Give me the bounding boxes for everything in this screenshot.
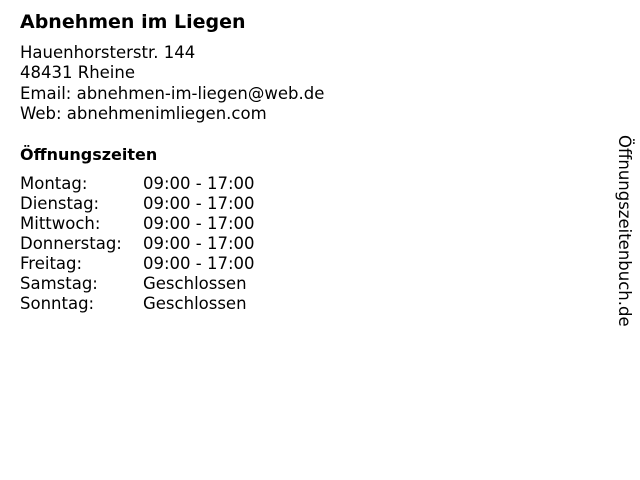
hours-row: Mittwoch: 09:00 - 17:00 xyxy=(20,214,255,234)
hours-row: Sonntag: Geschlossen xyxy=(20,294,255,314)
day: Dienstag: xyxy=(20,194,100,213)
time: 09:00 - 17:00 xyxy=(143,174,255,193)
day: Mittwoch: xyxy=(20,214,101,233)
hours-table: Montag: 09:00 - 17:00 Dienstag: 09:00 - 17… xyxy=(20,174,255,314)
time: 09:00 - 17:00 xyxy=(143,254,255,273)
website: Web: abnehmenimliegen.com xyxy=(20,103,267,123)
time: 09:00 - 17:00 xyxy=(143,234,255,253)
day: Sonntag: xyxy=(20,294,95,313)
business-name: Abnehmen im Liegen xyxy=(20,11,246,33)
hours-row: Dienstag: 09:00 - 17:00 xyxy=(20,194,255,214)
time: Geschlossen xyxy=(143,274,247,293)
day: Freitag: xyxy=(20,254,83,273)
time: 09:00 - 17:00 xyxy=(143,214,255,233)
hours-heading: Öffnungszeiten xyxy=(20,145,158,164)
email: Email: abnehmen-im-liegen@web.de xyxy=(20,83,325,103)
city: 48431 Rheine xyxy=(20,63,136,83)
day: Donnerstag: xyxy=(20,234,122,253)
time: Geschlossen xyxy=(143,294,247,313)
hours-row: Donnerstag: 09:00 - 17:00 xyxy=(20,234,255,254)
hours-row: Samstag: Geschlossen xyxy=(20,274,255,294)
day: Montag: xyxy=(20,174,88,193)
address-block: Hauenhorsterstr. 144 48431 Rheine Email:… xyxy=(20,43,324,124)
day: Samstag: xyxy=(20,274,98,293)
watermark: Öffnungszeitenbuch.de xyxy=(615,135,634,327)
hours-row: Freitag: 09:00 - 17:00 xyxy=(20,254,255,274)
street: Hauenhorsterstr. 144 xyxy=(20,43,196,62)
time: 09:00 - 17:00 xyxy=(143,194,255,213)
hours-row: Montag: 09:00 - 17:00 xyxy=(20,174,255,194)
